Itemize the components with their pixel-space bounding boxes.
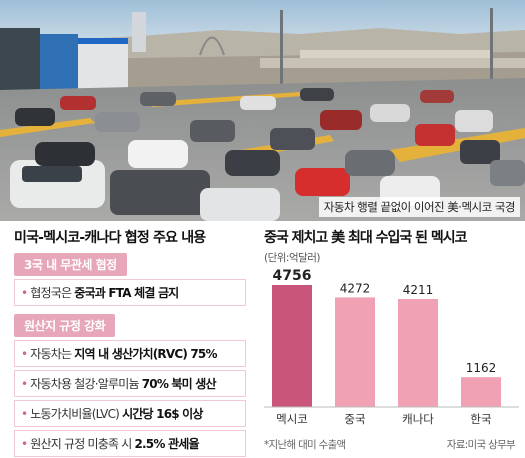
chart-source: 자료:미국 상무부 <box>446 439 516 451</box>
bar-0 <box>272 285 312 407</box>
value-label-0: 4756 <box>273 268 312 284</box>
value-label-1: 4272 <box>340 281 371 295</box>
category-label-3: 한국 <box>470 412 491 426</box>
bullet-icon: • <box>21 347 28 361</box>
agreement-item: • 자동차용 철강·알루미늄 70% 북미 생산 <box>14 370 246 397</box>
import-chart-panel: 중국 제치고 美 최대 수입국 된 멕시코 (단위:억달러) 4756 멕시코 42… <box>264 227 519 452</box>
category-label-0: 멕시코 <box>276 412 308 426</box>
section-heading-tariff: 3국 내 무관세 협정 <box>14 253 127 276</box>
agreement-item: • 원산지 규정 미충족 시 2.5% 관세율 <box>14 430 246 457</box>
section-heading-origin: 원산지 규정 강화 <box>14 314 116 337</box>
value-label-2: 4211 <box>403 283 434 297</box>
bar-2 <box>398 298 438 407</box>
bar-chart: 4756 멕시코 4272 중국 4211 캐나다 1162 한국 <box>264 268 519 426</box>
bullet-icon: • <box>21 377 28 391</box>
chart-footnote: *지난해 대미 수출액 <box>264 439 346 451</box>
bar-1 <box>335 297 375 407</box>
photo-caption: 자동차 행렬 끝없이 이어진 美·멕시코 국경 <box>318 197 520 217</box>
chart-unit: (단위:억달러) <box>264 252 321 264</box>
chart-notes: *지난해 대미 수출액 자료:미국 상무부 <box>264 437 519 452</box>
bullet-icon: • <box>21 437 28 451</box>
bullet-icon: • <box>21 407 28 421</box>
bar-3 <box>461 377 501 407</box>
photo-illustration <box>0 0 525 221</box>
agreement-title: 미국-멕시코-캐나다 협정 주요 내용 <box>14 230 206 246</box>
bullet-icon: • <box>21 286 28 300</box>
agreement-panel: 미국-멕시코-캐나다 협정 주요 내용 3국 내 무관세 협정 • 협정국은 중국… <box>14 227 254 457</box>
category-label-2: 캐나다 <box>402 412 434 426</box>
value-label-3: 1162 <box>466 361 497 375</box>
agreement-item: • 협정국은 중국과 FTA 체결 금지 <box>14 279 246 306</box>
agreement-item: • 노동가치비율(LVC) 시간당 16$ 이상 <box>14 400 246 427</box>
chart-title: 중국 제치고 美 최대 수입국 된 멕시코 <box>264 230 468 246</box>
agreement-item: • 자동차는 지역 내 생산가치(RVC) 75% <box>14 340 246 367</box>
border-traffic-photo: 자동차 행렬 끝없이 이어진 美·멕시코 국경 <box>0 0 525 221</box>
category-label-1: 중국 <box>344 412 365 426</box>
vehicle-rows <box>10 88 525 221</box>
